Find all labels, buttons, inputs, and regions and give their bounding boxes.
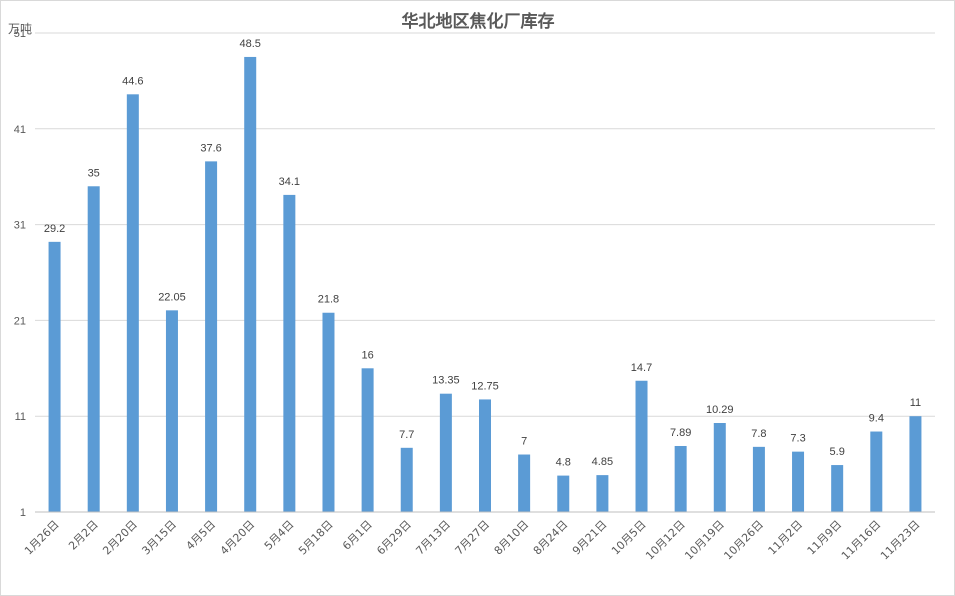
bar <box>48 241 61 512</box>
x-tick-label: 4月5日 <box>184 518 219 553</box>
x-tick-label: 4月20日 <box>218 518 258 558</box>
data-label: 7.89 <box>670 427 691 439</box>
data-label: 29.2 <box>44 223 65 235</box>
y-tick-label: 41 <box>14 124 26 136</box>
x-tick-label: 11月16日 <box>839 518 884 563</box>
x-tick-label: 6月1日 <box>340 518 375 553</box>
y-tick-label: 31 <box>14 220 26 232</box>
bar <box>126 94 139 512</box>
x-tick-label: 2月2日 <box>66 518 101 553</box>
x-tick-label: 5月4日 <box>262 518 297 553</box>
data-label: 4.85 <box>592 456 613 468</box>
bar <box>831 465 844 512</box>
x-tick-label: 3月15日 <box>139 518 179 558</box>
data-label: 14.7 <box>631 362 652 374</box>
x-tick-label: 11月2日 <box>766 518 806 558</box>
data-label: 11 <box>910 397 921 409</box>
bar <box>752 446 765 512</box>
x-tick-label: 10月12日 <box>643 518 688 563</box>
bar <box>87 186 100 512</box>
bar <box>870 431 883 512</box>
data-label: 16 <box>361 349 373 361</box>
bar <box>361 368 374 512</box>
bar <box>713 423 726 512</box>
y-tick-label: 1 <box>20 507 26 519</box>
data-label: 22.05 <box>158 291 186 303</box>
bar <box>635 380 648 512</box>
y-axis-unit: 万吨 <box>8 22 32 36</box>
bar <box>439 393 452 512</box>
y-tick-label: 11 <box>15 411 26 423</box>
bar <box>400 447 413 512</box>
data-label: 7.3 <box>790 433 805 445</box>
data-label: 13.35 <box>432 375 460 387</box>
x-tick-label: 10月19日 <box>682 518 727 563</box>
x-tick-label: 10月26日 <box>721 518 766 563</box>
x-tick-label: 1月26日 <box>22 518 62 558</box>
bar <box>205 161 218 512</box>
data-labels: 29.2 35 44.6 22.05 37.6 48.5 34.1 21.8 16 7.7 13.3… <box>44 38 921 469</box>
data-label: 9.4 <box>869 413 884 425</box>
x-tick-label: 5月18日 <box>296 518 336 558</box>
bar <box>165 310 178 512</box>
bar <box>244 56 257 512</box>
x-tick-label: 8月24日 <box>531 518 571 558</box>
data-label: 10.29 <box>706 404 734 416</box>
x-axis-ticks: 1月26日 2月2日 2月20日 3月15日 4月5日 4月20日 5月4日 5月18日 6月1… <box>22 518 922 563</box>
data-label: 7.8 <box>751 428 766 440</box>
data-label: 44.6 <box>122 75 143 87</box>
bars <box>48 56 922 513</box>
data-label: 7.7 <box>399 429 414 441</box>
bar <box>518 454 531 512</box>
y-tick-label: 21 <box>14 315 26 327</box>
x-tick-label: 8月10日 <box>492 518 532 558</box>
data-label: 4.8 <box>556 457 571 469</box>
x-tick-label: 9月21日 <box>570 518 610 558</box>
bar <box>322 312 335 512</box>
bar <box>674 445 687 512</box>
data-label: 12.75 <box>471 380 499 392</box>
x-tick-label: 2月20日 <box>100 518 140 558</box>
x-tick-label: 11月9日 <box>805 518 845 558</box>
data-label: 37.6 <box>200 142 221 154</box>
data-label: 34.1 <box>279 176 300 188</box>
bar <box>557 475 570 512</box>
x-tick-label: 10月5日 <box>609 518 649 558</box>
bar <box>479 399 491 512</box>
data-label: 48.5 <box>240 38 261 50</box>
x-tick-label: 6月29日 <box>374 518 414 558</box>
x-tick-label: 7月13日 <box>413 518 453 558</box>
bar <box>792 451 805 512</box>
data-label: 21.8 <box>318 294 339 306</box>
y-tick-label: 51 <box>14 28 26 40</box>
x-tick-label: 7月27日 <box>453 518 493 558</box>
bar <box>909 416 922 512</box>
chart-title: 华北地区焦化厂库存 <box>402 11 555 32</box>
bar <box>596 475 609 512</box>
data-label: 5.9 <box>830 446 845 458</box>
bar <box>283 194 296 513</box>
data-label: 35 <box>88 167 100 179</box>
x-tick-label: 11月23日 <box>878 518 923 563</box>
data-label: 7 <box>521 436 527 448</box>
